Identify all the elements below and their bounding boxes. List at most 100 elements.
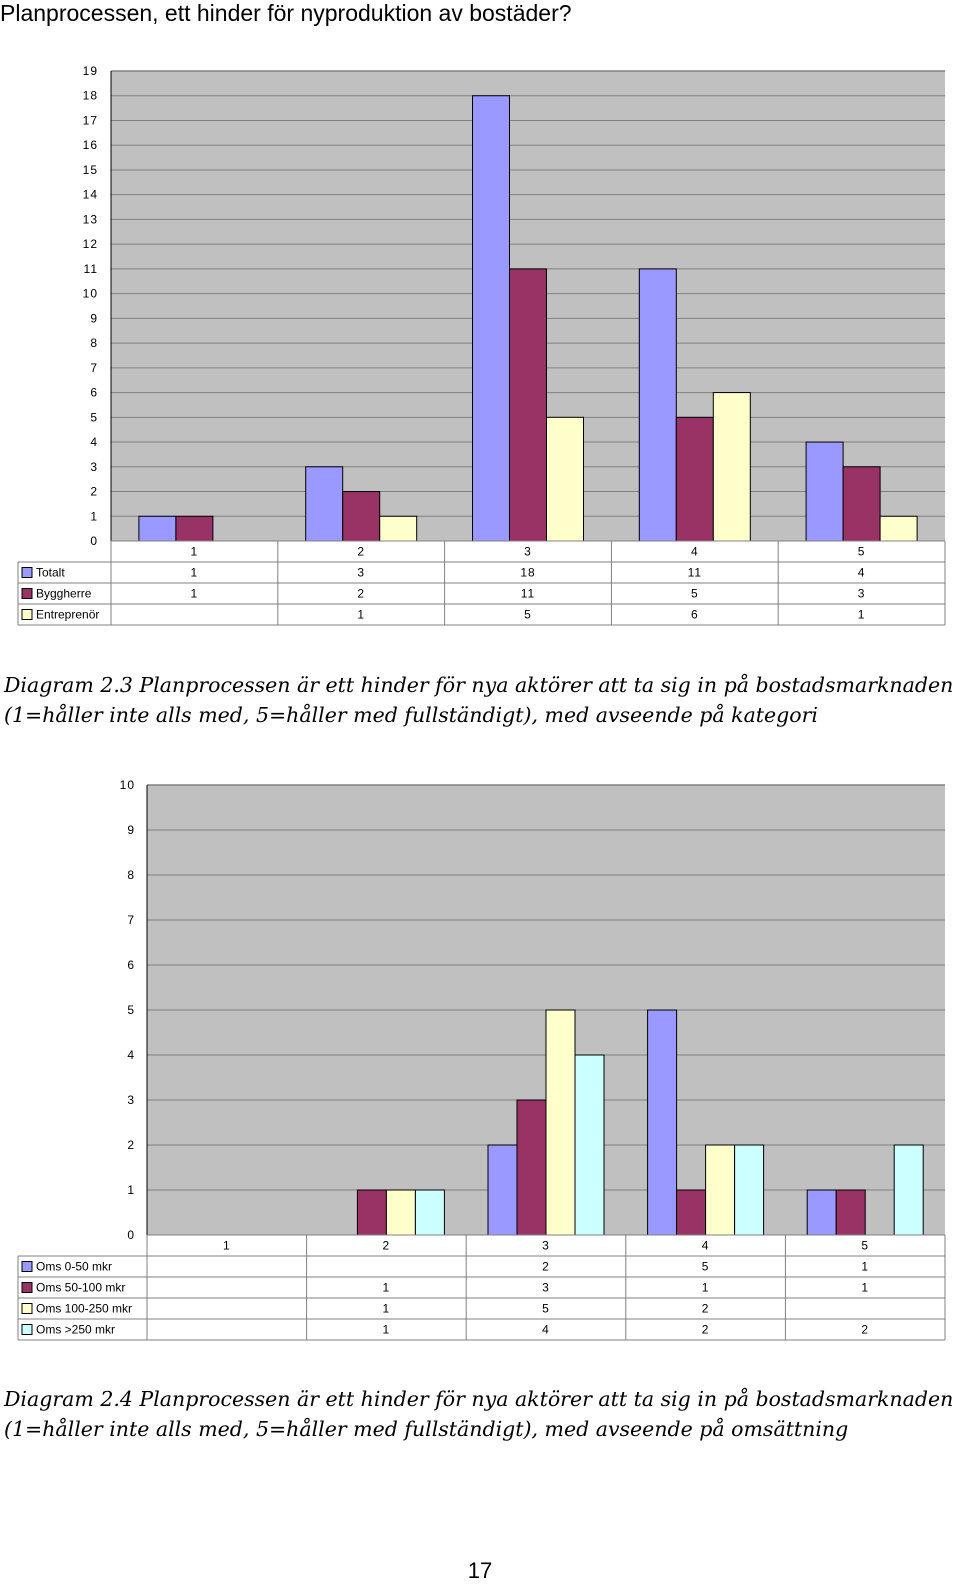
bar bbox=[379, 515, 418, 542]
y-tick-label: 6 bbox=[90, 386, 98, 400]
legend-label: Oms >250 mkr bbox=[36, 1323, 115, 1337]
bar-chart-omsattning: 0 1 2 3 4 5 6 7 8 9 10 1 2 3 4 5 Oms 0-50 mkr 2 5 1 Oms 50-1… bbox=[17, 778, 946, 1341]
y-tick-label: 16 bbox=[83, 138, 98, 152]
legend-swatch bbox=[21, 588, 33, 599]
data-label: 1 bbox=[191, 566, 199, 580]
y-tick-label: 3 bbox=[90, 460, 98, 474]
bar bbox=[487, 1144, 518, 1236]
bar bbox=[676, 1189, 707, 1236]
y-tick-label: 2 bbox=[127, 1138, 135, 1152]
x-tick-label: 4 bbox=[702, 1239, 710, 1253]
data-label: 5 bbox=[542, 1302, 550, 1316]
data-label: 2 bbox=[357, 587, 365, 601]
bar bbox=[385, 1189, 416, 1236]
y-tick-label: 11 bbox=[84, 262, 98, 276]
y-tick-label: 3 bbox=[127, 1093, 135, 1107]
legend-swatch bbox=[21, 609, 33, 620]
legend-label: Oms 0-50 mkr bbox=[36, 1260, 112, 1274]
y-tick-label: 9 bbox=[90, 311, 98, 325]
data-label: 2 bbox=[702, 1302, 710, 1316]
caption-line: Diagram 2.4 Planprocessen är ett hinder … bbox=[4, 1387, 954, 1411]
bar bbox=[734, 1144, 765, 1236]
legend-label: Byggherre bbox=[36, 587, 92, 601]
figure-caption-2-3: Diagram 2.3 Planprocessen är ett hinder … bbox=[4, 670, 953, 730]
data-label: 4 bbox=[542, 1323, 550, 1337]
bar bbox=[675, 416, 714, 542]
x-tick-label: 3 bbox=[542, 1239, 550, 1253]
legend-swatch bbox=[21, 1282, 33, 1293]
legend-label: Totalt bbox=[36, 566, 65, 580]
bar bbox=[414, 1189, 445, 1236]
y-tick-label: 1 bbox=[90, 509, 98, 523]
bar bbox=[842, 466, 881, 542]
x-tick-label: 1 bbox=[223, 1239, 231, 1253]
data-label: 5 bbox=[702, 1260, 710, 1274]
legend-label: Oms 50-100 mkr bbox=[36, 1281, 125, 1295]
x-tick-label: 1 bbox=[191, 545, 199, 559]
bar bbox=[712, 392, 751, 542]
y-tick-label: 4 bbox=[127, 1048, 135, 1062]
x-tick-label: 2 bbox=[383, 1239, 391, 1253]
y-tick-label: 7 bbox=[90, 361, 98, 375]
y-tick-label: 0 bbox=[90, 534, 98, 548]
data-label: 1 bbox=[858, 608, 866, 622]
y-tick-label: 5 bbox=[127, 1003, 135, 1017]
data-label: 3 bbox=[542, 1281, 550, 1295]
legend-swatch bbox=[21, 567, 33, 578]
y-tick-label: 8 bbox=[90, 336, 98, 350]
data-label: 3 bbox=[858, 587, 866, 601]
y-tick-label: 14 bbox=[83, 188, 98, 202]
x-tick-label: 5 bbox=[858, 545, 866, 559]
legend-swatch bbox=[21, 1324, 33, 1335]
bar bbox=[879, 515, 918, 542]
legend-swatch bbox=[21, 1261, 33, 1272]
y-tick-label: 15 bbox=[83, 163, 98, 177]
bar bbox=[545, 1009, 576, 1236]
bar bbox=[893, 1144, 924, 1236]
bar bbox=[356, 1189, 387, 1236]
y-tick-label: 12 bbox=[83, 237, 98, 251]
y-tick-label: 4 bbox=[90, 435, 98, 449]
bar bbox=[305, 466, 344, 542]
y-tick-label: 19 bbox=[83, 64, 98, 78]
y-tick-label: 8 bbox=[127, 868, 135, 882]
x-tick-label: 2 bbox=[357, 545, 365, 559]
bar bbox=[472, 95, 510, 542]
data-label: 1 bbox=[383, 1281, 391, 1295]
bar bbox=[805, 441, 844, 542]
x-tick-label: 3 bbox=[524, 545, 532, 559]
bar bbox=[546, 416, 584, 542]
data-label: 6 bbox=[691, 608, 699, 622]
y-tick-label: 5 bbox=[90, 410, 98, 424]
x-tick-label: 5 bbox=[861, 1239, 869, 1253]
legend-swatch bbox=[21, 1303, 33, 1314]
data-label: 1 bbox=[383, 1323, 391, 1337]
caption-line: (1=håller inte alls med, 5=håller med fu… bbox=[4, 703, 818, 727]
data-label: 18 bbox=[520, 566, 535, 580]
y-tick-label: 10 bbox=[120, 778, 135, 792]
data-label: 1 bbox=[702, 1281, 710, 1295]
bar bbox=[342, 491, 381, 542]
caption-line: (1=håller inte alls med, 5=håller med fu… bbox=[4, 1417, 849, 1441]
bar bbox=[574, 1054, 605, 1236]
y-tick-label: 13 bbox=[83, 212, 98, 226]
y-tick-label: 1 bbox=[127, 1183, 135, 1197]
bar bbox=[509, 268, 547, 542]
y-tick-label: 18 bbox=[83, 89, 98, 103]
data-label: 1 bbox=[357, 608, 365, 622]
data-label: 1 bbox=[191, 587, 199, 601]
data-label: 5 bbox=[691, 587, 699, 601]
legend-label: Oms 100-250 mkr bbox=[36, 1302, 132, 1316]
data-label: 4 bbox=[858, 566, 866, 580]
bar bbox=[835, 1189, 866, 1236]
y-tick-label: 6 bbox=[127, 958, 135, 972]
bar bbox=[175, 515, 214, 542]
y-tick-label: 0 bbox=[127, 1228, 135, 1242]
x-tick-label: 4 bbox=[691, 545, 699, 559]
data-label: 3 bbox=[357, 566, 365, 580]
data-label: 1 bbox=[861, 1260, 869, 1274]
legend-label: Entreprenör bbox=[36, 608, 99, 622]
bar bbox=[638, 268, 677, 542]
data-label: 1 bbox=[861, 1281, 869, 1295]
